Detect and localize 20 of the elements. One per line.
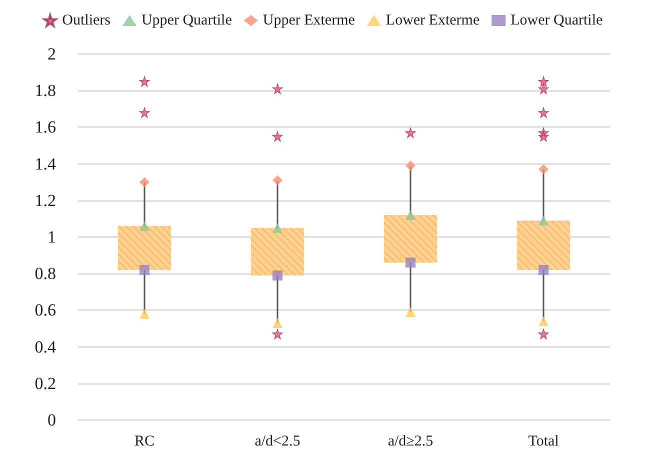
y-tick-label: 0.6 [34, 300, 56, 320]
legend-label: Lower Exterme [386, 12, 480, 28]
y-tick-label: 1 [48, 228, 56, 246]
y-tick-label: 1.4 [34, 154, 56, 174]
y-tick-label: 0 [48, 410, 56, 430]
x-tick-label: Total [528, 434, 559, 450]
x-tick-label: RC [134, 434, 155, 450]
legend-label: Outliers [62, 12, 111, 28]
y-tick-label: 1.8 [34, 81, 56, 100]
legend-label: Upper Exterme [262, 12, 356, 28]
y-tick-label: 2 [48, 44, 56, 64]
y-tick-label: 0.8 [34, 264, 56, 284]
y-tick-label: 0.2 [34, 374, 56, 393]
y-tick-label: 0.4 [34, 337, 56, 356]
legend-label: Lower Quartile [510, 12, 603, 28]
legend-label: Upper Quartile [141, 12, 232, 28]
y-tick-label: 1.6 [34, 118, 56, 137]
y-tick-label: 1.2 [34, 190, 56, 210]
x-tick-label: a/d≥2.5 [388, 434, 434, 450]
x-tick-label: a/d<2.5 [254, 434, 300, 450]
